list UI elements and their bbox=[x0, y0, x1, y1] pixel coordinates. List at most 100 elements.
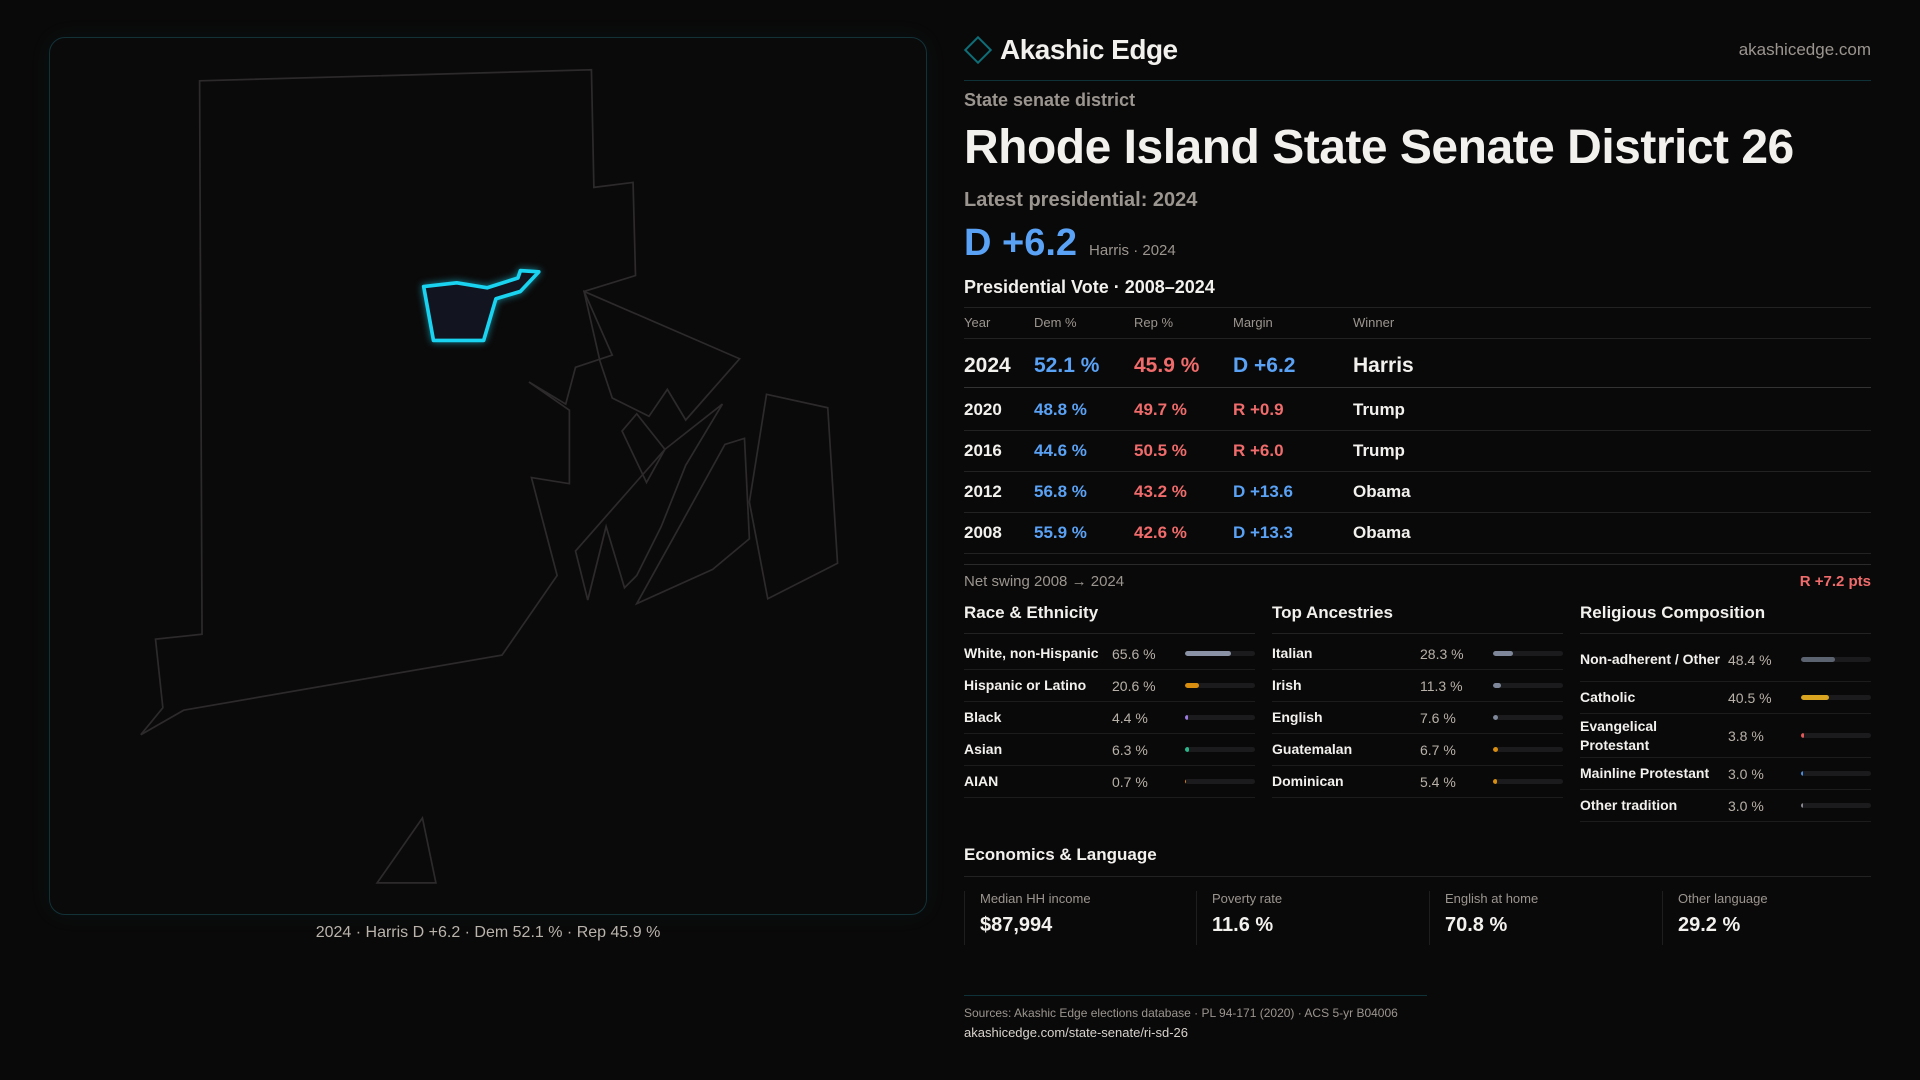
stat-row: English 7.6 % bbox=[1272, 702, 1563, 734]
stat-value: 5.4 % bbox=[1420, 773, 1456, 790]
stat-card: Poverty rate 11.6 % bbox=[1196, 891, 1405, 945]
net-swing-value: R +7.2 pts bbox=[1799, 573, 1871, 590]
stat-label: Dominican bbox=[1272, 773, 1344, 789]
cell-year: 2024 bbox=[964, 354, 1011, 377]
divider bbox=[964, 633, 1255, 634]
stat-card: Other language 29.2 % bbox=[1662, 891, 1871, 945]
cell-winner: Harris bbox=[1353, 354, 1414, 377]
sources: Sources: Akashic Edge elections database… bbox=[964, 1006, 1398, 1020]
stat-bar bbox=[1493, 747, 1563, 752]
stat-bar-fill bbox=[1801, 695, 1830, 700]
district-type: State senate district bbox=[964, 90, 1136, 110]
stat-value: 28.3 % bbox=[1420, 645, 1464, 662]
table-row[interactable]: 2012 56.8 % 43.2 % D +13.6 Obama bbox=[964, 472, 1871, 512]
divider bbox=[964, 564, 1871, 565]
stat-bar-fill bbox=[1185, 779, 1187, 784]
card-value: $87,994 bbox=[980, 914, 1053, 936]
stat-row: Black 4.4 % bbox=[964, 702, 1255, 734]
stat-bar bbox=[1185, 715, 1255, 720]
stat-label: Other tradition bbox=[1580, 797, 1678, 813]
divider bbox=[964, 307, 1871, 308]
stat-bar-fill bbox=[1801, 771, 1804, 776]
stat-value: 0.7 % bbox=[1112, 773, 1148, 790]
divider bbox=[1580, 633, 1871, 634]
diamond-outline-icon bbox=[963, 35, 993, 65]
stat-value: 11.3 % bbox=[1420, 677, 1463, 694]
stat-label: Mainline Protestant bbox=[1580, 765, 1710, 781]
stat-bar bbox=[1185, 779, 1255, 784]
divider bbox=[964, 512, 1871, 513]
stat-label: Catholic bbox=[1580, 689, 1636, 705]
map-panel[interactable] bbox=[49, 37, 927, 915]
stat-bar-fill bbox=[1185, 747, 1190, 752]
cell-rep: 42.6 % bbox=[1134, 523, 1187, 542]
card-label: English at home bbox=[1445, 891, 1539, 906]
stat-bar bbox=[1493, 651, 1563, 656]
stat-value: 3.0 % bbox=[1728, 765, 1764, 782]
stat-bar bbox=[1185, 683, 1255, 688]
stat-bar-fill bbox=[1801, 657, 1835, 662]
stat-bar-fill bbox=[1493, 715, 1499, 720]
stat-card: English at home 70.8 % bbox=[1429, 891, 1638, 945]
site-link[interactable]: akashicedge.com bbox=[1738, 40, 1871, 59]
table-row[interactable]: 2016 44.6 % 50.5 % R +6.0 Trump bbox=[964, 431, 1871, 471]
stat-label: Irish bbox=[1272, 677, 1302, 693]
cell-year: 2016 bbox=[964, 441, 1002, 460]
table-row[interactable]: 2020 48.8 % 49.7 % R +0.9 Trump bbox=[964, 390, 1871, 430]
cell-year: 2008 bbox=[964, 523, 1002, 542]
card-label: Poverty rate bbox=[1212, 891, 1283, 906]
map-caption: 2024 · Harris D +6.2 · Dem 52.1 % · Rep … bbox=[315, 924, 661, 941]
stat-row: Non-adherent / Other 48.4 % bbox=[1580, 638, 1871, 682]
cell-rep: 49.7 % bbox=[1134, 400, 1187, 419]
cell-dem: 56.8 % bbox=[1034, 482, 1087, 501]
column-header: Margin bbox=[1233, 314, 1273, 330]
stat-bar-fill bbox=[1185, 715, 1189, 720]
cell-year: 2012 bbox=[964, 482, 1002, 501]
stat-value: 48.4 % bbox=[1728, 651, 1772, 668]
table-row[interactable]: 2024 52.1 % 45.9 % D +6.2 Harris bbox=[964, 345, 1871, 387]
stat-row: Hispanic or Latino 20.6 % bbox=[964, 670, 1255, 702]
stat-bar bbox=[1493, 715, 1563, 720]
card-value: 29.2 % bbox=[1678, 914, 1741, 936]
page-title: Rhode Island State Senate District 26 bbox=[964, 121, 1794, 174]
divider bbox=[964, 471, 1871, 472]
divider bbox=[964, 430, 1871, 431]
stat-bar bbox=[1493, 779, 1563, 784]
stat-row: Mainline Protestant 3.0 % bbox=[1580, 758, 1871, 790]
cell-dem: 55.9 % bbox=[1034, 523, 1087, 542]
stat-bar bbox=[1801, 771, 1871, 776]
cell-winner: Trump bbox=[1353, 441, 1405, 460]
stat-label: Guatemalan bbox=[1272, 741, 1353, 757]
table-row[interactable]: 2008 55.9 % 42.6 % D +13.3 Obama bbox=[964, 513, 1871, 553]
stat-bar bbox=[1801, 733, 1871, 738]
brand-name: Akashic Edge bbox=[1000, 34, 1178, 65]
permalink[interactable]: akashicedge.com/state-senate/ri-sd-26 bbox=[964, 1025, 1189, 1040]
divider bbox=[964, 80, 1871, 81]
divider bbox=[964, 338, 1871, 339]
stat-value: 3.0 % bbox=[1728, 797, 1764, 814]
divider bbox=[964, 995, 1427, 996]
card-label: Median HH income bbox=[980, 891, 1091, 906]
stat-label: Non-adherent / Other bbox=[1580, 651, 1721, 667]
section-title: Religious Composition bbox=[1580, 603, 1766, 622]
stat-value: 4.4 % bbox=[1112, 709, 1148, 726]
stat-label: Black bbox=[964, 709, 1002, 725]
stat-label: Evangelical Protestant bbox=[1580, 717, 1658, 753]
column-header: Year bbox=[964, 314, 991, 330]
stat-bar-fill bbox=[1801, 733, 1804, 738]
cell-dem: 44.6 % bbox=[1034, 441, 1087, 460]
stat-value: 20.6 % bbox=[1112, 677, 1156, 694]
stat-label: English bbox=[1272, 709, 1323, 725]
stat-label: White, non-Hispanic bbox=[964, 645, 1099, 661]
cell-winner: Obama bbox=[1353, 482, 1411, 501]
stat-row: AIAN 0.7 % bbox=[964, 766, 1255, 798]
card-label: Other language bbox=[1678, 891, 1768, 906]
section-title-presidential: Presidential Vote · 2008–2024 bbox=[964, 277, 1215, 297]
latest-label: Latest presidential: 2024 bbox=[964, 189, 1198, 211]
divider bbox=[1272, 633, 1563, 634]
cell-rep: 43.2 % bbox=[1134, 482, 1187, 501]
stat-value: 6.7 % bbox=[1420, 741, 1456, 758]
stat-label: Italian bbox=[1272, 645, 1313, 661]
card-value: 70.8 % bbox=[1445, 914, 1508, 936]
divider bbox=[964, 876, 1871, 877]
